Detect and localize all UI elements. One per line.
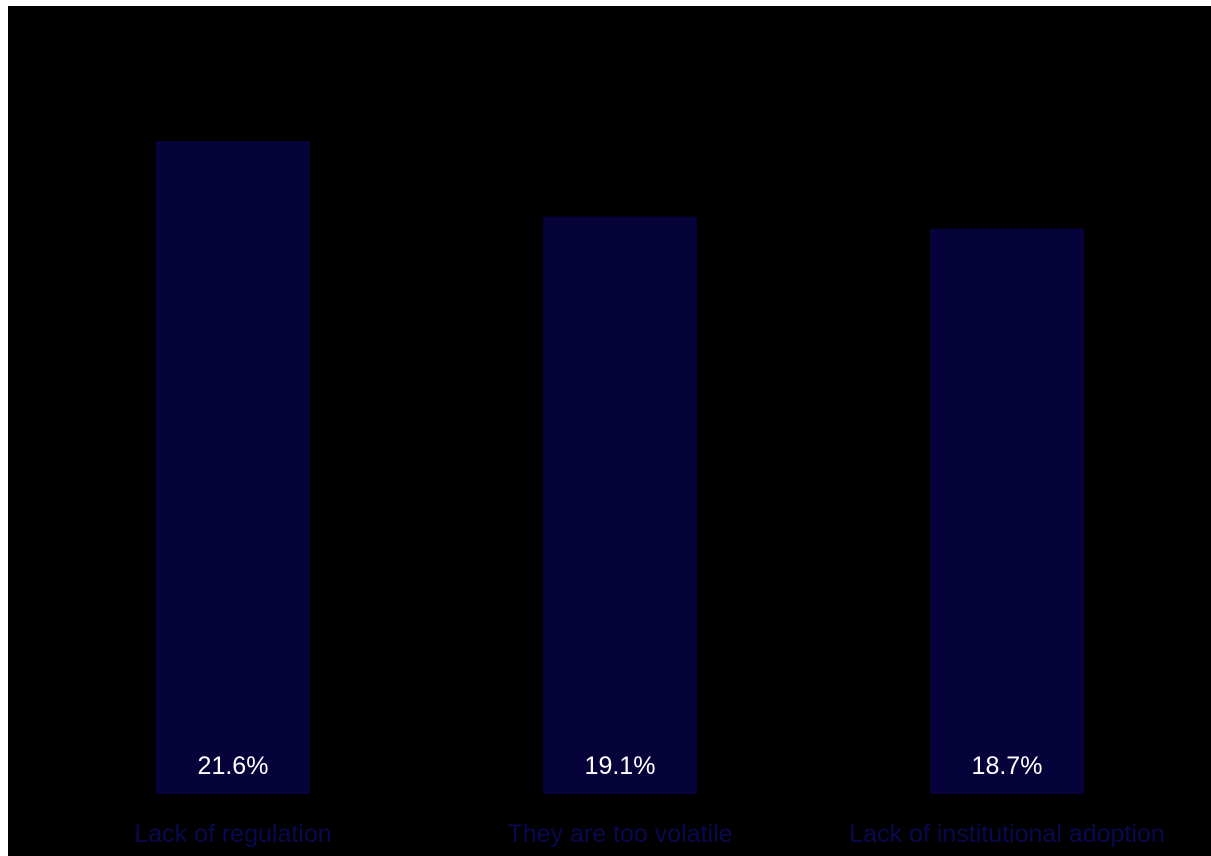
bar-chart: 21.6% Lack of regulation 19.1% They are too… (134, 141, 1165, 848)
labels-layer: 21.6% Lack of regulation 19.1% They are too… (134, 752, 1164, 848)
bar-value-label-3: 18.7% (972, 752, 1043, 780)
bars-layer (156, 141, 1084, 795)
bar-1 (156, 141, 310, 794)
bar-2 (543, 216, 697, 795)
bar-value-label-1: 21.6% (198, 752, 269, 780)
chart-area: 21.6% Lack of regulation 19.1% They are too… (8, 6, 1211, 856)
category-label-1: Lack of regulation (134, 820, 331, 848)
bar-3 (930, 228, 1084, 794)
category-label-3: Lack of institutional adoption (849, 820, 1165, 848)
category-label-2: They are too volatile (507, 820, 732, 848)
bar-value-label-2: 19.1% (585, 752, 656, 780)
